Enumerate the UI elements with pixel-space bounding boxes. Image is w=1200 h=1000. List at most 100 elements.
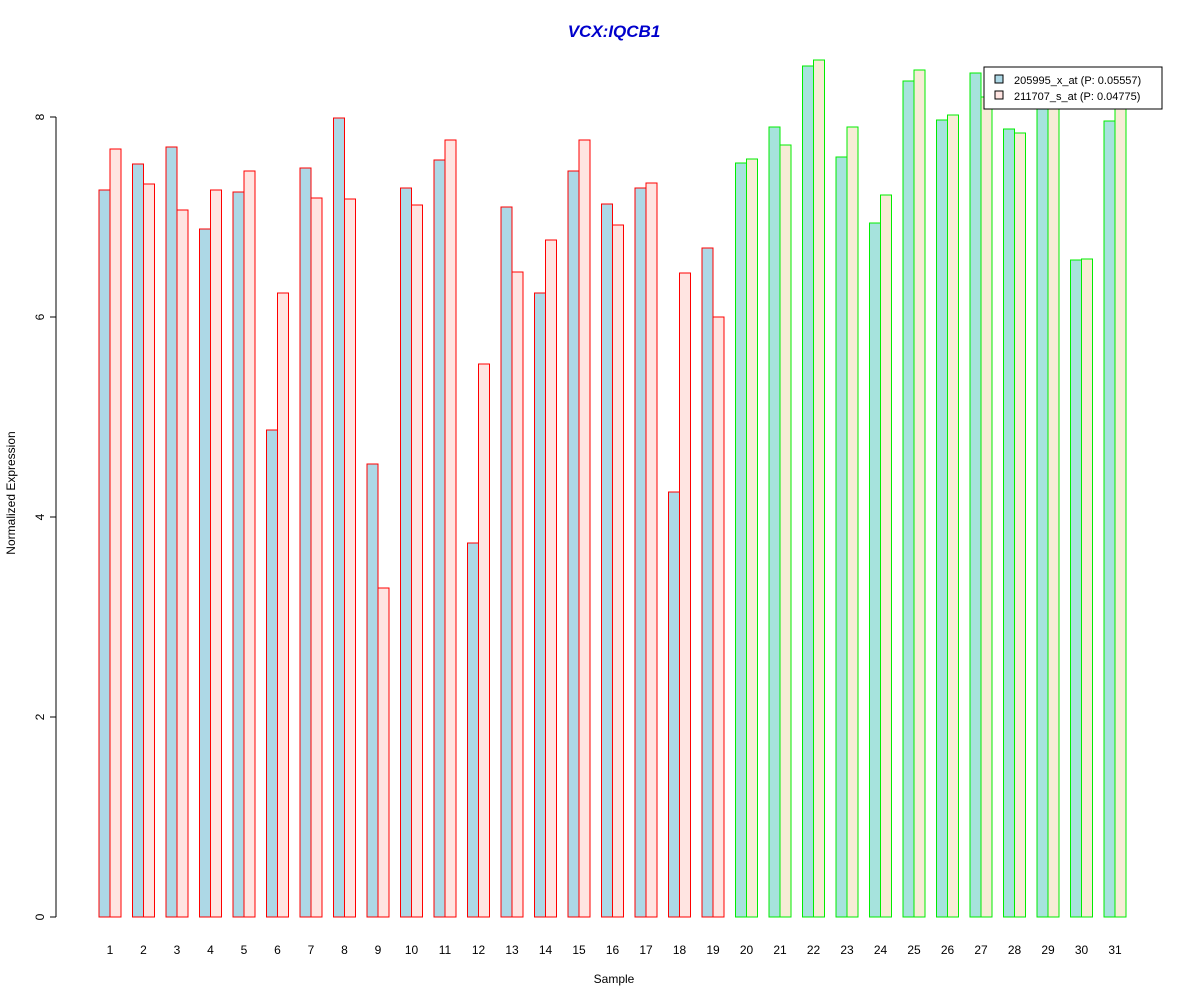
bar-series-2 (679, 272, 691, 918)
bar-series-2 (1014, 132, 1026, 918)
bar-series-2 (210, 189, 222, 918)
bar-series-1 (902, 80, 915, 918)
bar-series-2 (880, 194, 892, 918)
x-tick-label: 9 (375, 943, 382, 957)
x-tick-label: 23 (840, 943, 854, 957)
legend-swatch-series-1 (994, 74, 1004, 84)
y-tick-label: 8 (33, 113, 47, 120)
bar-series-2 (377, 587, 390, 918)
bar-series-1 (869, 222, 881, 918)
x-tick-label: 28 (1008, 943, 1022, 957)
bar-series-1 (701, 247, 714, 918)
bar-series-1 (802, 65, 814, 918)
bar-series-2 (1047, 96, 1060, 918)
y-axis: 0 2 4 6 8 (33, 113, 57, 920)
bar-series-2 (913, 69, 926, 918)
bar-series-1 (299, 167, 312, 918)
bar-series-2 (478, 363, 490, 918)
bar-series-1 (132, 163, 144, 918)
bar-series-1 (232, 191, 245, 918)
chart-title: VCX:IQCB1 (568, 22, 661, 41)
x-tick-label: 27 (974, 943, 988, 957)
x-tick-label: 5 (241, 943, 248, 957)
legend: 205995_x_at (P: 0.05557) 211707_s_at (P:… (983, 66, 1163, 110)
bar-series-1 (735, 162, 747, 918)
x-tick-label: 4 (207, 943, 214, 957)
bars-group (98, 59, 1127, 918)
x-tick-label: 16 (606, 943, 620, 957)
bar-series-2 (344, 198, 356, 918)
x-tick-label: 13 (505, 943, 519, 957)
x-tick-label: 19 (706, 943, 720, 957)
x-tick-labels: 1 2 3 4 5 6 7 8 9 10 11 12 13 14 15 16 17 18 19 20 21 22 23 24 2… (107, 943, 1122, 957)
bar-series-1 (601, 203, 613, 918)
bar-series-1 (1103, 120, 1116, 918)
bar-series-2 (746, 158, 758, 918)
bar-series-2 (846, 126, 859, 918)
bar-series-1 (936, 119, 948, 918)
bar-series-2 (310, 197, 323, 918)
bar-series-2 (947, 114, 959, 918)
x-tick-label: 3 (174, 943, 181, 957)
x-tick-label: 10 (405, 943, 419, 957)
x-tick-label: 2 (140, 943, 147, 957)
bar-series-2 (109, 148, 122, 918)
bar-series-2 (1114, 108, 1127, 918)
x-tick-label: 24 (874, 943, 888, 957)
bar-series-1 (98, 189, 111, 918)
x-tick-label: 25 (907, 943, 921, 957)
bar-series-1 (634, 187, 647, 918)
bar-series-1 (165, 146, 178, 918)
legend-label-series-1: 205995_x_at (P: 0.05557) (1014, 75, 1141, 87)
bar-series-1 (768, 126, 781, 918)
y-tick-label: 4 (33, 513, 47, 520)
bar-series-1 (1036, 96, 1049, 918)
bar-series-2 (779, 144, 792, 918)
bar-series-1 (266, 429, 278, 918)
x-tick-label: 6 (274, 943, 281, 957)
bar-series-1 (467, 542, 479, 918)
bar-series-1 (500, 206, 513, 918)
bar-series-2 (813, 59, 825, 918)
x-tick-label: 1 (107, 943, 114, 957)
bar-series-1 (668, 491, 680, 918)
x-tick-label: 17 (639, 943, 653, 957)
bar-series-1 (567, 170, 580, 918)
bar-series-1 (969, 72, 982, 918)
x-axis-label: Sample (594, 972, 635, 986)
bar-series-2 (511, 271, 524, 918)
y-tick-label: 6 (33, 313, 47, 320)
x-tick-label: 21 (773, 943, 787, 957)
y-tick-label: 2 (33, 713, 47, 720)
x-tick-label: 14 (539, 943, 553, 957)
bar-series-1 (400, 187, 412, 918)
bar-series-1 (199, 228, 211, 918)
x-tick-label: 20 (740, 943, 754, 957)
bar-series-2 (578, 139, 591, 918)
legend-swatch-series-2 (994, 90, 1004, 100)
x-tick-label: 12 (472, 943, 486, 957)
x-tick-label: 18 (673, 943, 687, 957)
legend-label-series-2: 211707_s_at (P: 0.04775) (1014, 91, 1140, 103)
bar-series-1 (835, 156, 848, 918)
x-tick-label: 8 (341, 943, 348, 957)
bar-series-2 (645, 182, 658, 918)
bar-series-1 (433, 159, 446, 918)
x-tick-label: 11 (439, 943, 452, 957)
bar-series-1 (333, 117, 345, 918)
bar-series-2 (980, 96, 993, 918)
y-tick-label: 0 (33, 913, 47, 920)
bar-series-1 (1003, 128, 1015, 918)
bar-series-2 (1081, 258, 1093, 918)
bar-series-2 (277, 292, 289, 918)
bar-series-2 (712, 316, 725, 918)
bar-series-2 (176, 209, 189, 918)
bar-series-2 (243, 170, 256, 918)
legend-box (983, 66, 1163, 110)
x-tick-label: 15 (572, 943, 586, 957)
bar-series-1 (1070, 259, 1082, 918)
x-tick-label: 26 (941, 943, 955, 957)
x-tick-label: 22 (807, 943, 821, 957)
bar-series-2 (545, 239, 557, 918)
